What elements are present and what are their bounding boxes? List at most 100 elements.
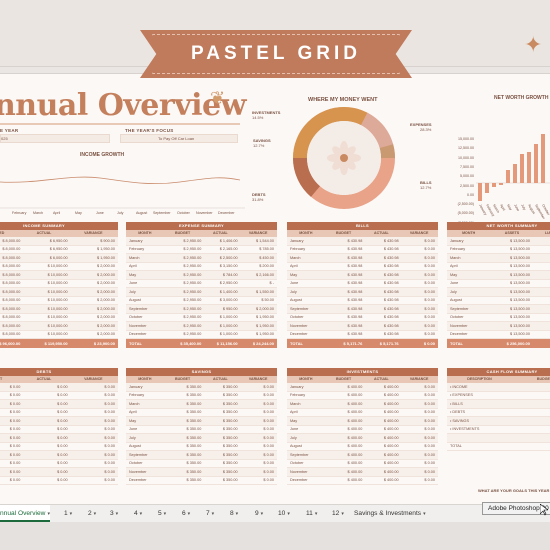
table-row[interactable]: February $ 350.00 $ 350.00 $ 0.00 bbox=[126, 392, 277, 400]
table-row[interactable]: $ 8,000.00 $ 10,000.00 $ 2,000.00 bbox=[0, 314, 118, 322]
table-row[interactable]: $ 0.00 $ 0.00 $ 0.00 bbox=[0, 434, 118, 443]
table-row[interactable]: February $ 2,950.00 $ 2,165.00 $ 785.00 bbox=[126, 246, 277, 254]
table-row[interactable]: December $ 430.98 $ 430.98 $ 0.00 bbox=[287, 331, 438, 339]
sheet-tab[interactable]: 1 ▾ bbox=[64, 505, 72, 522]
table-row[interactable]: February $ 400.00 $ 400.00 $ 0.00 bbox=[287, 392, 438, 400]
sheet-tab[interactable]: 4 ▾ bbox=[134, 505, 142, 522]
focus-field[interactable] bbox=[120, 134, 238, 143]
table-row[interactable]: June $ 2,950.00 $ 2,950.00 $ - bbox=[126, 280, 277, 288]
table-row[interactable]: $ 8,000.00 $ 10,000.00 $ 2,000.00 bbox=[0, 305, 118, 314]
table-row[interactable]: $ 0.00 $ 0.00 $ 0.00 bbox=[0, 477, 118, 485]
table-row[interactable]: July $ 400.00 $ 400.00 $ 0.00 bbox=[287, 434, 438, 443]
sheet-tab[interactable]: 2 ▾ bbox=[88, 505, 96, 522]
sheet-tab[interactable]: Savings & Investments ▾ bbox=[354, 505, 426, 522]
table-row[interactable]: April $ 400.00 $ 400.00 $ 0.00 bbox=[287, 409, 438, 417]
table-row[interactable]: May $ 430.98 $ 430.98 $ 0.00 bbox=[287, 271, 438, 280]
table-row[interactable]: July $ 13,500.00$ bbox=[447, 288, 550, 297]
table-row[interactable]: $ 8,000.00 $ 10,000.00 $ 2,000.00 bbox=[0, 280, 118, 288]
table-row[interactable]: May $ 2,950.00 $ 784.00 $ 2,166.00 bbox=[126, 271, 277, 280]
table-row[interactable]: • INVESTMENTS $ 4,800.00 bbox=[447, 426, 550, 434]
table-row[interactable]: $ 8,000.00 $ 10,000.00 $ 2,000.00 bbox=[0, 288, 118, 297]
table-row[interactable] bbox=[447, 434, 550, 443]
table-row[interactable]: April $ 2,950.00 $ 3,150.00 $ 200.00 bbox=[126, 263, 277, 271]
table-row[interactable]: April $ 13,500.00$ bbox=[447, 263, 550, 271]
table-row[interactable]: June $ 13,500.00$ bbox=[447, 280, 550, 288]
table-row[interactable]: $ 0.00 $ 0.00 $ 0.00 bbox=[0, 443, 118, 451]
table-row[interactable]: September $ 350.00 $ 350.00 $ 0.00 bbox=[126, 451, 277, 460]
sheet-tab[interactable]: 9 ▾ bbox=[255, 505, 263, 522]
table-row[interactable]: TOTAL $ 22,726.34 bbox=[447, 443, 550, 451]
table-row[interactable]: $ 0.00 $ 0.00 $ 0.00 bbox=[0, 460, 118, 468]
table-row[interactable]: June $ 400.00 $ 400.00 $ 0.00 bbox=[287, 426, 438, 434]
table-row[interactable]: July $ 430.98 $ 430.98 $ 0.00 bbox=[287, 288, 438, 297]
table-row[interactable]: $ 8,000.00 $ 10,000.00 $ 2,000.00 bbox=[0, 297, 118, 305]
table-row[interactable]: $ 0.00 $ 0.00 $ 0.00 bbox=[0, 383, 118, 392]
sheet-tab[interactable]: 6 ▾ bbox=[182, 505, 190, 522]
table-row[interactable]: October $ 400.00 $ 400.00 $ 0.00 bbox=[287, 460, 438, 468]
table-row[interactable]: July $ 350.00 $ 350.00 $ 0.00 bbox=[126, 434, 277, 443]
table-row[interactable]: January $ 350.00 $ 350.00 $ 0.00 bbox=[126, 383, 277, 392]
table-row[interactable]: August $ 350.00 $ 350.00 $ 0.00 bbox=[126, 443, 277, 451]
table-row[interactable]: • DEBTS $ 0.00 bbox=[447, 409, 550, 417]
table-row[interactable]: January $ 430.98 $ 430.98 $ 0.00 bbox=[287, 237, 438, 246]
table-row[interactable]: March $ 2,950.00 $ 2,500.00 $ 450.00 bbox=[126, 254, 277, 263]
sheet-tab[interactable]: 8 ▾ bbox=[230, 505, 238, 522]
table-row[interactable]: March $ 400.00 $ 400.00 $ 0.00 bbox=[287, 400, 438, 409]
sheet-tab[interactable]: 3 ▾ bbox=[110, 505, 118, 522]
table-row[interactable]: $ 8,000.00 $ 10,000.00 $ 2,000.00 bbox=[0, 263, 118, 271]
table-row[interactable]: September $ 13,500.00$ bbox=[447, 305, 550, 314]
table-row[interactable]: December $ 2,950.00 $ 1,000.00 $ 1,950.00 bbox=[126, 331, 277, 339]
table-row[interactable]: November $ 350.00 $ 350.00 $ 0.00 bbox=[126, 468, 277, 477]
table-row[interactable]: June $ 350.00 $ 350.00 $ 0.00 bbox=[126, 426, 277, 434]
table-row[interactable]: • INCOME $ 119,950.00 bbox=[447, 383, 550, 392]
table-row[interactable]: • BILLS $ 5,171.76 bbox=[447, 400, 550, 409]
table-row[interactable]: August $ 400.00 $ 400.00 $ 0.00 bbox=[287, 443, 438, 451]
table-row[interactable]: March $ 430.98 $ 430.98 $ 0.00 bbox=[287, 254, 438, 263]
table-row[interactable]: $ 8,000.00 $ 6,950.00 $ 1,950.00 bbox=[0, 246, 118, 254]
table-row[interactable]: August $ 13,500.00$ bbox=[447, 297, 550, 305]
table-row[interactable]: December $ 13,500.00$ bbox=[447, 331, 550, 339]
table-row[interactable]: August $ 2,950.00 $ 3,000.00 $ 50.00 bbox=[126, 297, 277, 305]
table-row[interactable]: $ 8,000.00 $ 10,000.00 $ 2,000.00 bbox=[0, 271, 118, 280]
table-row[interactable]: June $ 430.98 $ 430.98 $ 0.00 bbox=[287, 280, 438, 288]
year-field[interactable] bbox=[0, 134, 110, 143]
table-row[interactable]: November $ 13,500.00$ bbox=[447, 322, 550, 331]
table-row[interactable]: January $ 13,500.00$ bbox=[447, 237, 550, 246]
table-row[interactable]: October $ 13,500.00$ bbox=[447, 314, 550, 322]
table-row[interactable]: January $ 2,950.00 $ 1,406.00 $ 1,544.00 bbox=[126, 237, 277, 246]
table-row[interactable]: November $ 2,950.00 $ 1,000.00 $ 1,950.00 bbox=[126, 322, 277, 331]
table-row[interactable]: November $ 400.00 $ 400.00 $ 0.00 bbox=[287, 468, 438, 477]
table-row[interactable]: $ 0.00 $ 0.00 $ 0.00 bbox=[0, 451, 118, 460]
table-row[interactable]: May $ 400.00 $ 400.00 $ 0.00 bbox=[287, 417, 438, 426]
tab-annual-overview[interactable]: nnual Overview ▾ bbox=[0, 505, 50, 522]
table-row[interactable]: December $ 400.00 $ 400.00 $ 0.00 bbox=[287, 477, 438, 485]
table-row[interactable]: May $ 350.00 $ 350.00 $ 0.00 bbox=[126, 417, 277, 426]
sheet-tab[interactable]: 5 ▾ bbox=[158, 505, 166, 522]
table-row[interactable]: November $ 430.98 $ 430.98 $ 0.00 bbox=[287, 322, 438, 331]
table-row[interactable]: March $ 350.00 $ 350.00 $ 0.00 bbox=[126, 400, 277, 409]
sheet-tab[interactable]: 7 ▾ bbox=[206, 505, 214, 522]
table-row[interactable]: $ 0.00 $ 0.00 $ 0.00 bbox=[0, 426, 118, 434]
table-row[interactable]: $ 0.00 $ 0.00 $ 0.00 bbox=[0, 417, 118, 426]
table-row[interactable]: October $ 2,950.00 $ 1,000.00 $ 1,950.00 bbox=[126, 314, 277, 322]
table-row[interactable]: $ 0.00 $ 0.00 $ 0.00 bbox=[0, 468, 118, 477]
table-row[interactable]: September $ 400.00 $ 400.00 $ 0.00 bbox=[287, 451, 438, 460]
table-row[interactable]: October $ 350.00 $ 350.00 $ 0.00 bbox=[126, 460, 277, 468]
table-row[interactable]: March $ 13,500.00$ bbox=[447, 254, 550, 263]
table-row[interactable]: $ 0.00 $ 0.00 $ 0.00 bbox=[0, 400, 118, 409]
table-row[interactable]: • SAVINGS $ 4,200.00 bbox=[447, 417, 550, 426]
table-row[interactable]: April $ 350.00 $ 350.00 $ 0.00 bbox=[126, 409, 277, 417]
sheet-tab[interactable]: 12 ▾ bbox=[332, 505, 344, 522]
table-row[interactable]: October $ 430.98 $ 430.98 $ 0.00 bbox=[287, 314, 438, 322]
table-row[interactable]: July $ 2,950.00 $ 1,400.00 $ 1,550.00 bbox=[126, 288, 277, 297]
table-row[interactable]: September $ 430.98 $ 430.98 $ 0.00 bbox=[287, 305, 438, 314]
table-row[interactable]: $ 8,000.00 $ 10,000.00 $ 2,000.00 bbox=[0, 322, 118, 331]
table-row[interactable]: • EXPENSES $ 11,156.00 bbox=[447, 392, 550, 400]
table-row[interactable]: $ 0.00 $ 0.00 $ 0.00 bbox=[0, 409, 118, 417]
table-row[interactable]: May $ 13,500.00$ bbox=[447, 271, 550, 280]
table-row[interactable]: September $ 2,950.00 $ 950.00 $ 2,000.00 bbox=[126, 305, 277, 314]
sheet-tab[interactable]: 11 ▾ bbox=[306, 505, 317, 522]
table-row[interactable]: $ 8,000.00 $ 6,000.00 $ 1,950.00 bbox=[0, 254, 118, 263]
table-row[interactable]: $ 0.00 $ 0.00 $ 0.00 bbox=[0, 392, 118, 400]
table-row[interactable]: $ 8,000.00 $ 10,000.00 $ 2,000.00 bbox=[0, 331, 118, 339]
